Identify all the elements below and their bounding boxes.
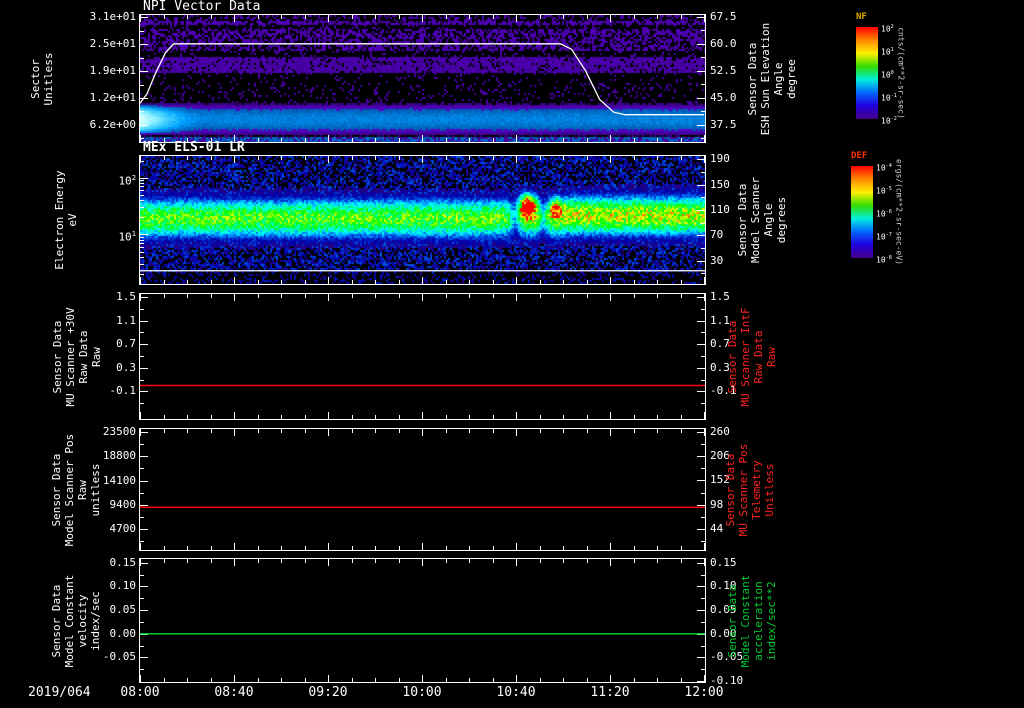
panel-axes-4 xyxy=(140,429,705,550)
colorbar-tick-label: 10-6 xyxy=(876,209,892,219)
left-tick-label: 3.1e+01 xyxy=(89,10,136,24)
right-tick-label: 0.05 xyxy=(710,603,737,617)
right-tick-label: 67.5 xyxy=(710,9,737,23)
panel-axes-3 xyxy=(140,294,705,419)
plot-area-panel-4 xyxy=(139,428,706,551)
colorbar-title-def: DEF xyxy=(851,151,868,161)
panel-axes-1 xyxy=(140,15,705,142)
right-tick-label: 0.3 xyxy=(710,360,730,374)
left-tick-label: 0.15 xyxy=(109,555,137,569)
x-tick-label: 10:00 xyxy=(402,685,442,700)
left-tick-label: 1.2e+01 xyxy=(89,90,136,104)
right-tick-label: 1.1 xyxy=(710,313,730,327)
x-tick-label: 11:20 xyxy=(590,685,630,700)
colorbar-tick-label: 10-5 xyxy=(876,186,892,196)
colorbar-tick-label: 101 xyxy=(881,47,894,57)
left-tick-label: 0.7 xyxy=(116,337,136,351)
plot-area-panel-2 xyxy=(139,155,706,285)
colorbar-def xyxy=(851,166,873,258)
right-tick-label: 44 xyxy=(710,521,724,535)
right-tick-label: 70 xyxy=(710,228,724,242)
plot-area-panel-5 xyxy=(139,558,706,683)
right-tick-label: 110 xyxy=(710,202,730,216)
colorbar-tick-label: 10-8 xyxy=(876,255,892,265)
right-tick-label: 0.15 xyxy=(710,555,737,569)
right-tick-label: 98 xyxy=(710,497,724,511)
right-tick-label: 30 xyxy=(710,253,724,267)
left-tick-label: 23500 xyxy=(102,425,136,439)
x-axis-date-label: 2019/064 xyxy=(28,685,91,700)
left-tick-label: 0.00 xyxy=(109,626,137,640)
left-tick-label: 0.3 xyxy=(116,360,136,374)
right-tick-label: 45.0 xyxy=(710,90,737,104)
spectrogram-canvas-npi xyxy=(140,15,705,142)
colorbar-title-nf: NF xyxy=(856,12,867,22)
spectrogram-canvas-els xyxy=(140,156,705,284)
plot-area-panel-1 xyxy=(139,14,706,143)
panel-axes-2 xyxy=(140,156,705,284)
right-tick-label: 0.00 xyxy=(710,626,737,640)
x-tick-label: 08:40 xyxy=(214,685,254,700)
right-tick-label: 206 xyxy=(710,449,730,463)
left-tick-label: 2.5e+01 xyxy=(89,37,136,51)
overlay-line xyxy=(140,43,704,116)
colorbar-nf xyxy=(856,27,878,119)
colorbar-tick-label: 10-4 xyxy=(876,163,892,173)
x-tick-label: 08:00 xyxy=(120,685,160,700)
right-tick-label: -0.10 xyxy=(710,674,744,687)
right-tick-label: 150 xyxy=(710,177,730,191)
left-tick-label: 1.5 xyxy=(116,289,136,303)
right-tick-label: 152 xyxy=(710,473,730,487)
left-tick-label: 18800 xyxy=(102,449,136,463)
x-tick-label: 10:40 xyxy=(496,685,536,700)
left-tick-label: 1.9e+01 xyxy=(89,64,136,78)
left-tick-label: 0.10 xyxy=(109,579,137,593)
right-tick-label: 37.5 xyxy=(710,117,737,131)
left-tick-label: 6.2e+00 xyxy=(89,117,136,131)
left-tick-label: 1.1 xyxy=(116,313,136,327)
left-tick-label: 9400 xyxy=(109,497,137,511)
left-tick-label: 4700 xyxy=(109,521,137,535)
right-tick-label: 0.10 xyxy=(710,579,737,593)
colorbar-tick-label: 10-1 xyxy=(881,93,897,103)
right-tick-label: 1.5 xyxy=(710,289,730,303)
left-tick-label: 0.05 xyxy=(109,603,137,617)
panel-title-2: MEx ELS-01 LR xyxy=(143,140,245,155)
colorbar-tick-label: 10-7 xyxy=(876,232,892,242)
colorbar-tick-label: 102 xyxy=(881,24,894,34)
left-tick-label: -0.1 xyxy=(109,384,137,398)
left-tick-label: -0.05 xyxy=(102,650,136,664)
colorbar-tick-label: 10-2 xyxy=(881,116,897,126)
panel-axes-5 xyxy=(140,559,705,682)
right-tick-label: 60.0 xyxy=(710,36,737,50)
right-tick-label: 0.7 xyxy=(710,337,730,351)
panel-title-1: NPI Vector Data xyxy=(143,0,261,14)
left-tick-label: 14100 xyxy=(102,473,136,487)
plot-area-panel-3 xyxy=(139,293,706,420)
colorbar-tick-label: 100 xyxy=(881,70,894,80)
right-tick-label: 52.5 xyxy=(710,63,737,77)
left-tick-label: 102 xyxy=(118,172,136,188)
right-tick-label: 260 xyxy=(710,425,730,439)
left-tick-label: 101 xyxy=(118,229,136,245)
x-tick-label: 09:20 xyxy=(308,685,348,700)
right-tick-label: -0.05 xyxy=(710,650,744,664)
right-tick-label: 190 xyxy=(710,152,730,166)
right-tick-label: -0.1 xyxy=(710,384,737,398)
x-tick-label: 12:00 xyxy=(684,685,724,700)
